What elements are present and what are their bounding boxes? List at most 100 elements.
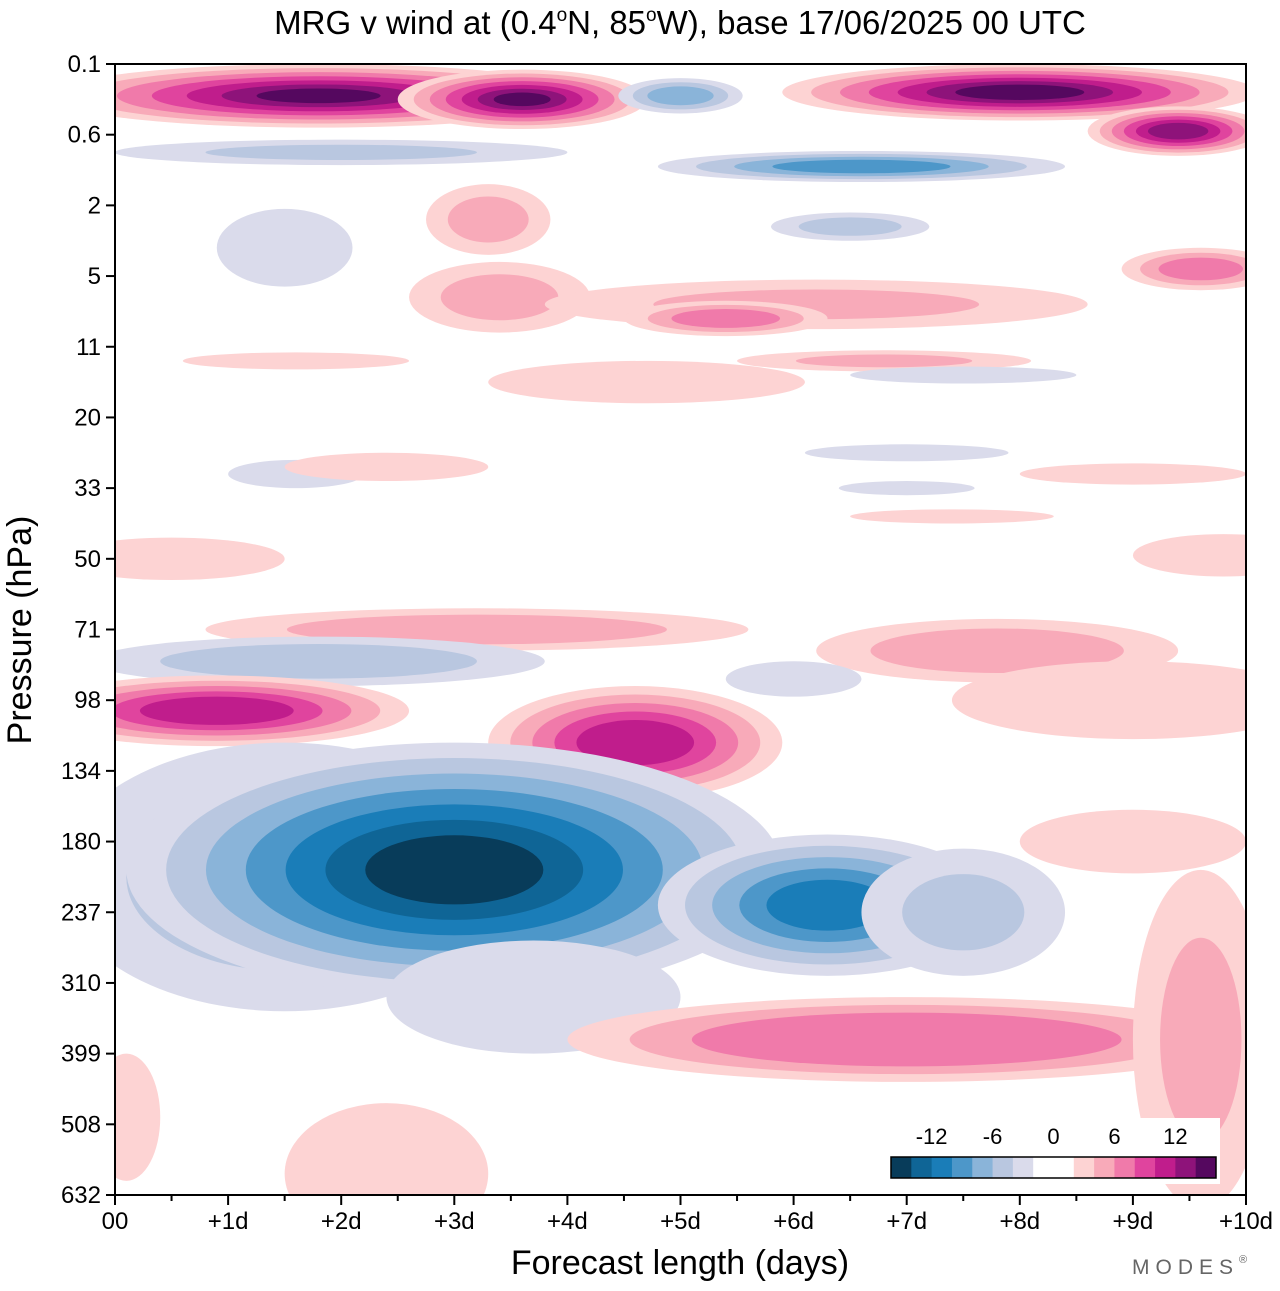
- contour-negative-4-2: [647, 86, 714, 106]
- contour-negative-34-6: [365, 835, 544, 905]
- modes-logo-mark: ®: [1239, 1254, 1247, 1266]
- x-tick-label: 00: [102, 1208, 129, 1235]
- colorbar-swatch: [1033, 1157, 1054, 1178]
- contour-positive-12-2: [671, 309, 781, 328]
- y-tick-label: 134: [61, 758, 101, 785]
- y-tick-label: 0.6: [68, 122, 101, 149]
- contour-positive-41-0: [284, 1103, 489, 1195]
- contour-positive-38-2: [691, 1012, 1122, 1067]
- colorbar-swatch: [951, 1157, 973, 1178]
- y-tick-label: 5: [88, 263, 101, 290]
- contour-positive-22-0: [1019, 463, 1246, 485]
- title-degree-2: o: [646, 5, 657, 26]
- contour-positive-23-0: [850, 509, 1054, 524]
- colorbar-tick-label: -6: [983, 1124, 1003, 1149]
- contour-positive-25-0: [1132, 534, 1246, 577]
- colorbar-frame: [890, 1156, 1217, 1179]
- contour-positive-3-5: [1147, 122, 1209, 140]
- x-tick-label: +8d: [999, 1208, 1040, 1235]
- colorbar-swatch: [972, 1157, 994, 1178]
- y-tick-label: 50: [74, 546, 101, 573]
- y-tick-label: 33: [74, 475, 101, 502]
- y-tick-label: 237: [61, 899, 101, 926]
- contour-positive-28-0: [951, 661, 1246, 740]
- contour-positive-39-1: [1160, 937, 1242, 1142]
- x-tick-label: +4d: [547, 1208, 588, 1235]
- y-axis-label: Pressure (hPa): [1, 516, 39, 745]
- colorbar-tick-label: 6: [1108, 1124, 1120, 1149]
- contour-positive-27-1: [870, 628, 1124, 673]
- modes-logo: MODES®: [1132, 1254, 1247, 1279]
- colorbar-swatch: [1175, 1157, 1197, 1178]
- colorbar-swatch: [1012, 1157, 1034, 1178]
- contour-positive-16-0: [182, 352, 410, 370]
- x-tick-label: +10d: [1219, 1208, 1273, 1235]
- contour-field: [115, 64, 1246, 1195]
- contour-positive-9-1: [447, 196, 529, 243]
- colorbar-swatch: [931, 1157, 953, 1178]
- colorbar-swatch: [911, 1157, 933, 1178]
- contour-positive-15-1: [795, 354, 973, 368]
- x-tick-label: +6d: [773, 1208, 814, 1235]
- contour-positive-24-0: [115, 537, 285, 581]
- x-tick-label: +7d: [886, 1208, 927, 1235]
- contour-positive-13-2: [1158, 257, 1243, 281]
- contour-negative-6-1: [205, 144, 477, 160]
- contour-positive-40-0: [1019, 809, 1246, 874]
- y-tick-label: 399: [61, 1041, 101, 1068]
- chart-title: MRG v wind at (0.4oN, 85oW), base 17/06/…: [274, 4, 1086, 41]
- x-axis: 00 +1d +2d +3d +4d +5d +6d +7d +8d +9d +10d: [102, 1195, 1273, 1235]
- colorbar-tick-label: -12: [916, 1124, 948, 1149]
- y-tick-label: 98: [74, 687, 101, 714]
- contour-zero-gap: [115, 131, 1246, 135]
- colorbar-swatch: [992, 1157, 1014, 1178]
- contour-positive-2-6: [955, 84, 1085, 100]
- contour-negative-35-4: [766, 879, 889, 931]
- y-tick-label: 632: [61, 1182, 101, 1209]
- y-tick-label: 71: [74, 617, 101, 644]
- modes-logo-text: MODES: [1132, 1256, 1239, 1279]
- contour-positive-32-4: [576, 719, 695, 766]
- colorbar: -12 -6 0 6 12: [887, 1118, 1220, 1184]
- contour-negative-7-1: [798, 217, 902, 236]
- x-tick-label: +1d: [208, 1208, 249, 1235]
- colorbar-swatch: [1134, 1157, 1156, 1178]
- x-axis-label: Forecast length (days): [511, 1244, 849, 1282]
- contour-negative-17-0: [850, 366, 1077, 384]
- y-tick-label: 20: [74, 404, 101, 431]
- title-part-3: W), base 17/06/2025 00 UTC: [657, 4, 1086, 41]
- y-tick-label: 508: [61, 1111, 101, 1138]
- title-part-1: MRG v wind at (0.4: [274, 4, 556, 41]
- contour-positive-42-0: [115, 1053, 161, 1181]
- y-tick-label: 11: [76, 334, 101, 361]
- contour-negative-30-0: [725, 661, 862, 697]
- contour-negative-29-1: [160, 643, 477, 679]
- contour-negative-36-1: [902, 874, 1025, 951]
- contour-positive-1-6: [493, 92, 551, 107]
- y-tick-label: 0.1: [68, 51, 101, 78]
- x-tick-label: +2d: [321, 1208, 362, 1235]
- title-degree-1: o: [557, 5, 568, 26]
- x-tick-label: +3d: [434, 1208, 475, 1235]
- y-tick-label: 2: [88, 192, 101, 219]
- colorbar-swatch: [1053, 1157, 1075, 1178]
- x-tick-label: +5d: [660, 1208, 701, 1235]
- contour-positive-26-1: [286, 614, 667, 645]
- contour-negative-5-3: [772, 159, 951, 174]
- colorbar-swatch: [891, 1157, 912, 1178]
- x-tick-label: +9d: [1113, 1208, 1154, 1235]
- colorbar-swatch: [1094, 1157, 1115, 1178]
- colorbar-swatch: [1073, 1157, 1095, 1178]
- colorbar-swatch: [1114, 1157, 1136, 1178]
- colorbar-swatch: [1195, 1157, 1217, 1178]
- contour-positive-10-1: [440, 274, 559, 321]
- contour-negative-19-0: [838, 481, 975, 496]
- title-part-2: N, 85: [567, 4, 646, 41]
- contour-positive-14-0: [488, 360, 805, 404]
- contour-positive-31-4: [139, 696, 294, 725]
- y-tick-label: 180: [61, 829, 101, 856]
- contour-negative-8-0: [216, 208, 353, 287]
- contour-positive-0-6: [256, 88, 381, 104]
